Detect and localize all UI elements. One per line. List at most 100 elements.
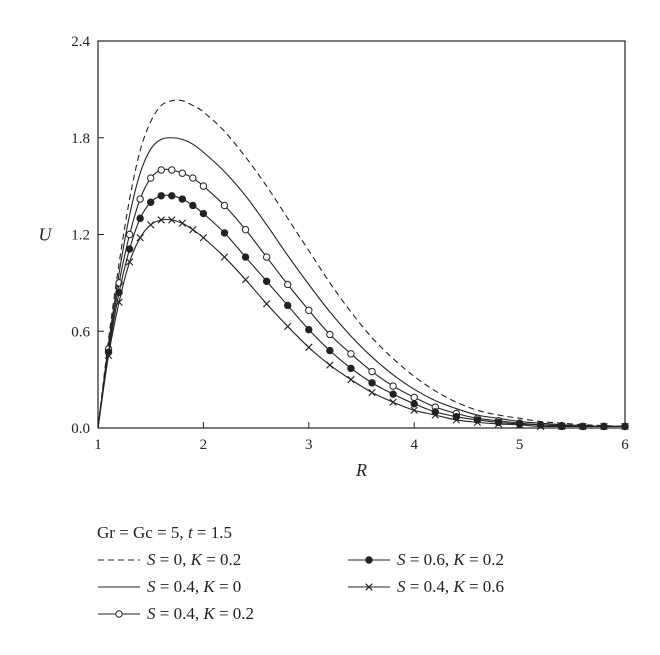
- series-2: [97, 166, 629, 431]
- legend-title-part: Gr = Gc = 5,: [97, 523, 188, 542]
- data-point: [305, 325, 313, 334]
- legend-label-part: K: [203, 603, 215, 623]
- legend-label-part: = 0.2: [214, 603, 255, 623]
- x-tick-label: 4: [410, 437, 418, 453]
- x-tick-label: 6: [621, 437, 629, 453]
- legend-label-part: = 0,: [155, 549, 191, 569]
- data-point: [600, 422, 608, 431]
- data-point: [147, 198, 155, 206]
- legend-swatch: [348, 555, 390, 564]
- legend-swatch: [98, 609, 140, 618]
- legend-title-part: = 1.5: [192, 523, 233, 542]
- legend-swatch: [98, 585, 140, 588]
- data-point: [536, 422, 545, 431]
- data-point: [220, 201, 229, 210]
- data-point: [157, 166, 165, 174]
- data-point: [389, 390, 397, 398]
- data-point: [220, 229, 229, 237]
- data-point: [241, 275, 250, 284]
- data-point: [515, 420, 524, 428]
- legend-title: Gr = Gc = 5, t = 1.5: [97, 520, 637, 546]
- data-point: [241, 225, 250, 234]
- y-tick-label: 0.0: [71, 421, 90, 437]
- legend-marker: [115, 609, 123, 618]
- data-point: [125, 230, 134, 239]
- series-0: [97, 99, 626, 429]
- y-tick-label: 1.8: [71, 131, 90, 147]
- legend-label-part: S: [397, 576, 406, 596]
- data-point: [473, 416, 482, 424]
- data-point: [189, 174, 197, 182]
- legend-marker: [365, 555, 373, 564]
- data-point: [558, 422, 566, 431]
- data-point: [368, 367, 376, 376]
- legend-marker: [365, 582, 373, 591]
- legend-label-part: S: [397, 549, 406, 569]
- legend-label-part: = 0.4,: [155, 576, 204, 596]
- legend-label-part: = 0.4,: [155, 603, 204, 623]
- legend-item: S = 0.4, K = 0: [97, 573, 347, 600]
- legend-label-part: = 0.6,: [405, 549, 454, 569]
- y-tick-label: 0.6: [71, 324, 90, 340]
- data-point: [147, 221, 155, 229]
- series-line: [97, 99, 626, 429]
- x-axis-label: R: [355, 460, 367, 480]
- y-axis-label: U: [39, 225, 53, 245]
- plot-frame: [97, 40, 626, 429]
- data-point: [284, 301, 292, 310]
- legend-label-part: K: [453, 549, 465, 569]
- data-point: [515, 421, 524, 429]
- y-tick-label: 1.2: [71, 228, 90, 244]
- data-point: [147, 174, 155, 182]
- data-point: [326, 361, 334, 369]
- legend-label-part: S: [147, 603, 156, 623]
- data-point: [494, 420, 503, 428]
- data-point: [473, 418, 482, 427]
- data-point: [241, 253, 250, 261]
- data-point: [220, 253, 229, 261]
- data-point: [305, 343, 313, 352]
- legend: Gr = Gc = 5, t = 1.5 S = 0, K = 0.2 S = 0…: [97, 520, 637, 627]
- data-point: [168, 192, 176, 200]
- data-point: [305, 306, 313, 314]
- x-tick-label: 1: [94, 437, 102, 453]
- x-tick-label: 3: [305, 437, 313, 453]
- series-line: [97, 218, 625, 429]
- data-point: [326, 346, 334, 355]
- data-point: [452, 413, 461, 421]
- data-point: [262, 277, 271, 285]
- series-1: [97, 137, 626, 429]
- series-line: [97, 194, 625, 429]
- legend-item: S = 0.6, K = 0.2: [347, 546, 597, 573]
- data-point: [284, 322, 292, 331]
- data-point: [410, 400, 418, 408]
- legend-label-part: = 0: [214, 576, 242, 596]
- data-point: [579, 422, 587, 431]
- data-point: [284, 280, 292, 289]
- data-point: [452, 416, 461, 424]
- data-point: [621, 422, 629, 431]
- data-point: [189, 201, 197, 210]
- data-point: [431, 411, 439, 419]
- data-point: [368, 388, 376, 397]
- data-point: [389, 398, 397, 406]
- legend-swatch: [348, 582, 390, 591]
- data-point: [168, 166, 176, 174]
- legend-label-part: S: [147, 549, 156, 569]
- data-point: [262, 253, 271, 261]
- data-point: [125, 258, 134, 266]
- data-point: [136, 234, 144, 242]
- legend-swatch: [98, 558, 140, 561]
- legend-label-part: = 0.2: [464, 549, 505, 569]
- data-point: [189, 225, 197, 234]
- legend-label-part: K: [203, 576, 215, 596]
- data-point: [125, 245, 134, 253]
- legend-item: S = 0.4, K = 0.6: [347, 573, 597, 600]
- legend-label-part: K: [453, 576, 465, 596]
- data-point: [115, 298, 123, 306]
- data-point: [326, 330, 334, 339]
- data-point: [199, 234, 208, 242]
- legend-entries: S = 0, K = 0.2 S = 0.6, K = 0.2 S = 0.4, K…: [97, 546, 637, 627]
- data-point: [157, 216, 165, 224]
- legend-label: S = 0.4, K = 0: [147, 577, 241, 597]
